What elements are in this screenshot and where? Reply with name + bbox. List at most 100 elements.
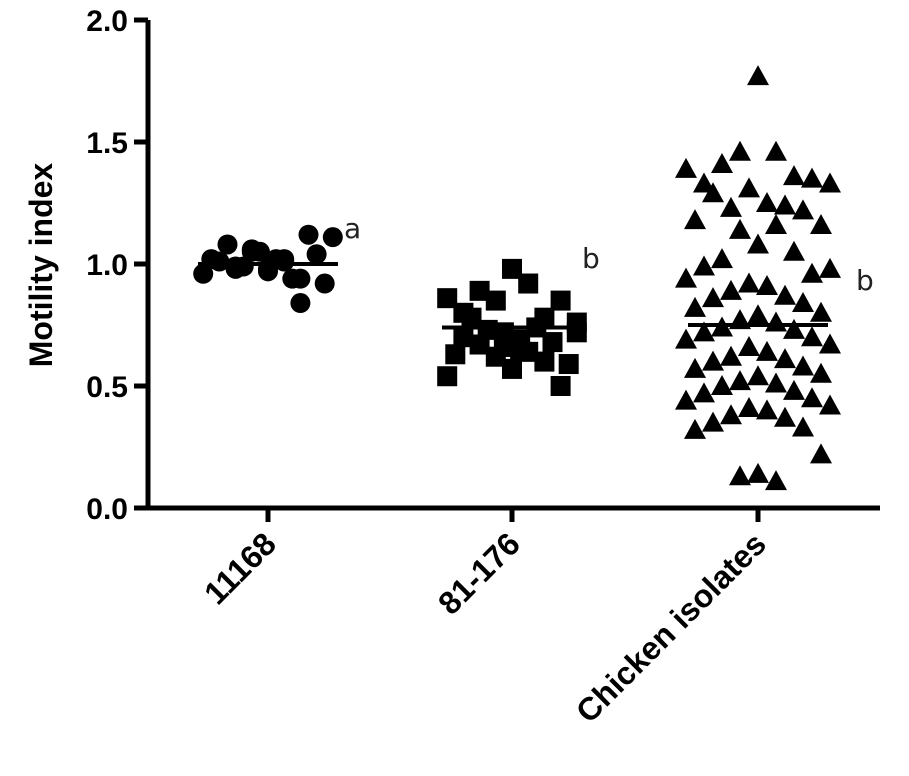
data-point-circle xyxy=(274,251,295,272)
data-point-triangle xyxy=(783,165,805,186)
data-point-triangle xyxy=(756,192,778,212)
labels: Motility index 11168 81-176 Chicken isolate… xyxy=(23,163,874,730)
data-point-triangle xyxy=(675,389,697,410)
data-point-triangle xyxy=(747,365,769,386)
y-axis-title: Motility index xyxy=(23,163,59,368)
data-point-triangle xyxy=(675,328,697,349)
data-point-triangle xyxy=(693,172,715,193)
data-point-triangle xyxy=(783,318,805,339)
data-point-triangle xyxy=(702,411,724,432)
data-point-triangle xyxy=(684,209,706,230)
data-point-triangle xyxy=(675,267,697,288)
data-point-triangle xyxy=(720,404,742,425)
data-point-triangle xyxy=(774,348,796,369)
data-point-triangle xyxy=(702,287,724,308)
data-point-triangle xyxy=(783,240,805,261)
y-tick-label: 0.5 xyxy=(86,371,128,404)
data-point-square xyxy=(437,366,458,387)
data-point-triangle xyxy=(756,399,778,420)
data-point-triangle xyxy=(801,387,823,408)
x-category-label: Chicken isolates xyxy=(569,525,773,729)
data-point-square xyxy=(550,290,571,311)
data-point-square xyxy=(469,280,490,301)
data-point-circle xyxy=(225,258,246,279)
data-point-circle xyxy=(217,234,238,255)
data-point-square xyxy=(534,351,555,372)
data-point-triangle xyxy=(738,272,760,293)
data-point-square xyxy=(493,322,514,343)
y-tick-label: 2.0 xyxy=(86,5,128,38)
data-point-square xyxy=(469,334,490,355)
data-point-triangle xyxy=(765,213,787,234)
data-point-triangle xyxy=(810,443,832,464)
data-point-triangle xyxy=(729,140,751,161)
y-tick-label: 0.0 xyxy=(86,493,128,526)
data-point-triangle xyxy=(819,333,841,354)
data-point-triangle xyxy=(729,218,751,239)
data-point-triangle xyxy=(693,382,715,403)
data-point-triangle xyxy=(738,177,760,198)
data-point-triangle xyxy=(729,465,751,486)
data-point-triangle xyxy=(684,296,706,317)
data-point-triangle xyxy=(801,167,823,188)
significance-label: a xyxy=(344,212,361,245)
data-point-circle xyxy=(290,293,311,314)
data-point-triangle xyxy=(738,335,760,356)
data-point-triangle xyxy=(810,362,832,383)
data-point-triangle xyxy=(693,321,715,342)
data-point-triangle xyxy=(711,152,733,173)
data-points xyxy=(193,65,841,491)
data-point-triangle xyxy=(747,462,769,483)
significance-label: b xyxy=(856,264,874,297)
data-point-triangle xyxy=(729,370,751,391)
data-point-triangle xyxy=(783,379,805,400)
data-point-triangle xyxy=(819,394,841,415)
data-point-triangle xyxy=(810,213,832,234)
data-point-circle xyxy=(201,249,222,270)
data-point-square xyxy=(550,376,571,396)
data-point-triangle xyxy=(702,350,724,371)
data-point-triangle xyxy=(801,326,823,347)
data-point-circle xyxy=(322,227,343,248)
data-point-triangle xyxy=(819,257,841,278)
data-point-triangle xyxy=(765,372,787,393)
data-point-triangle xyxy=(774,406,796,427)
data-point-triangle xyxy=(702,182,724,203)
data-point-square xyxy=(445,344,466,365)
data-point-square xyxy=(566,312,587,333)
x-category-label: 81-176 xyxy=(431,525,527,621)
data-point-triangle xyxy=(711,248,733,269)
data-point-triangle xyxy=(792,416,814,437)
data-point-triangle xyxy=(720,345,742,366)
data-point-triangle xyxy=(792,292,814,313)
data-point-square xyxy=(518,273,539,294)
data-point-square xyxy=(485,290,506,311)
data-point-triangle xyxy=(747,65,769,86)
data-point-triangle xyxy=(720,279,742,300)
data-point-triangle xyxy=(792,355,814,376)
y-axis-ticks: 0.0 0.5 1.0 1.5 2.0 xyxy=(86,5,761,526)
data-point-triangle xyxy=(819,172,841,193)
data-point-triangle xyxy=(684,418,706,439)
data-point-triangle xyxy=(774,284,796,305)
data-point-square xyxy=(502,358,522,379)
y-tick-label: 1.5 xyxy=(86,127,128,160)
data-point-square xyxy=(510,339,531,360)
x-category-label: 11168 xyxy=(197,525,283,611)
data-point-triangle xyxy=(684,357,706,378)
data-point-triangle xyxy=(801,262,823,283)
data-point-circle xyxy=(258,261,278,282)
data-point-circle xyxy=(306,244,327,265)
data-point-square xyxy=(502,258,522,279)
data-point-circle xyxy=(193,263,214,284)
data-point-triangle xyxy=(747,233,769,254)
data-point-circle xyxy=(241,241,262,262)
data-point-circle xyxy=(282,268,303,289)
data-point-triangle xyxy=(765,311,787,332)
data-point-square xyxy=(437,288,458,309)
data-point-triangle xyxy=(711,375,733,395)
data-point-square xyxy=(485,346,506,367)
data-point-triangle xyxy=(738,396,760,417)
data-point-triangle xyxy=(756,340,778,361)
data-point-square xyxy=(542,332,563,353)
